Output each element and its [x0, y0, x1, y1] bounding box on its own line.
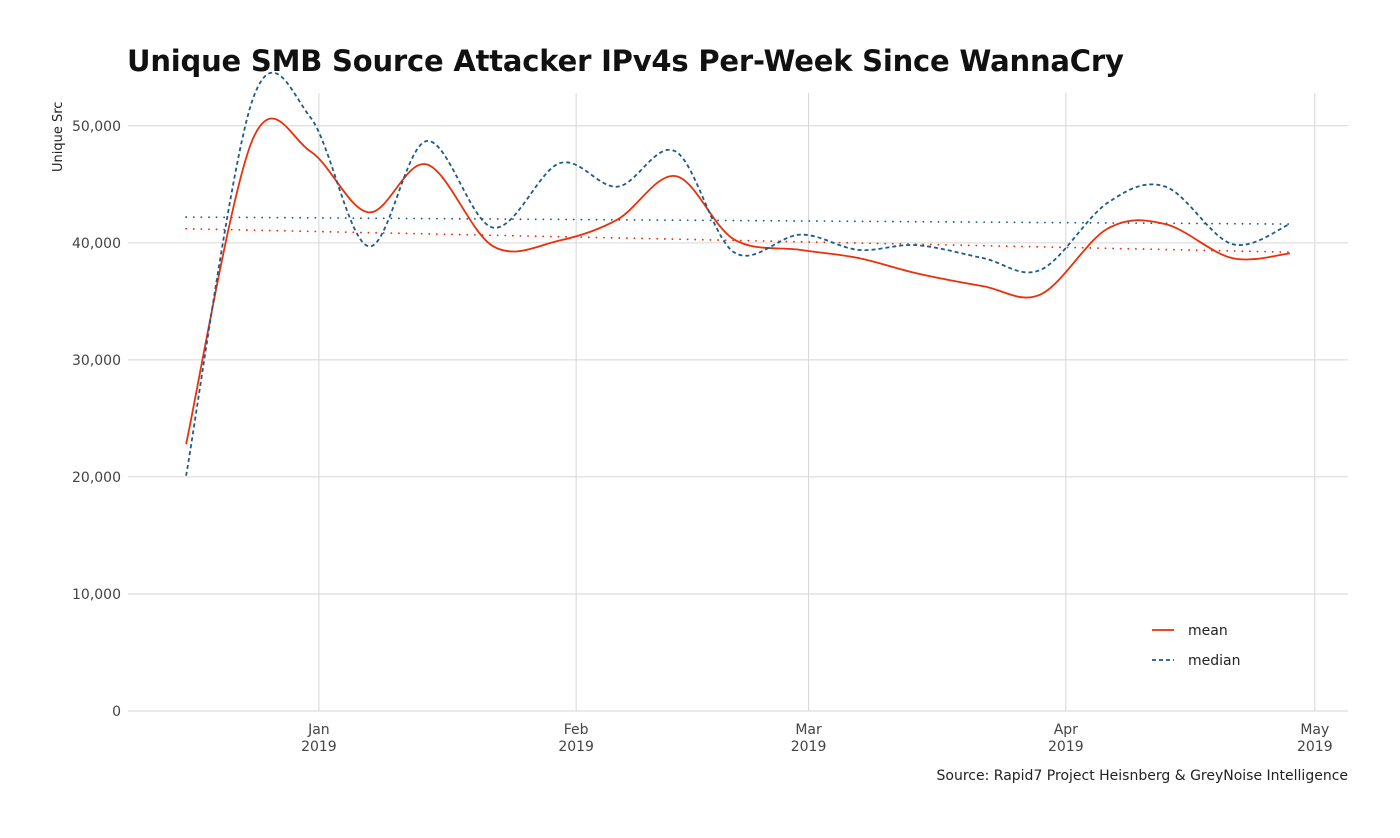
x-tick-sublabel: 2019	[791, 739, 827, 755]
y-tick-label: 30,000	[72, 353, 121, 369]
grid	[128, 93, 1348, 712]
y-tick-label: 0	[112, 704, 121, 720]
y-tick-label: 10,000	[72, 587, 121, 603]
series-line-mean	[185, 117, 1290, 445]
legend: mean median	[1152, 623, 1240, 669]
x-tick-label: Mar	[795, 722, 822, 738]
x-tick-label: May	[1300, 722, 1329, 738]
y-axis-label: Unique Src	[51, 102, 66, 172]
axes: 010,00020,00030,00040,00050,000Jan2019Fe…	[72, 119, 1333, 755]
trend-line-median	[185, 216, 1291, 225]
chart-caption: Source: Rapid7 Project Heisnberg & GreyN…	[936, 768, 1348, 784]
legend-label-median: median	[1188, 653, 1240, 669]
trend-line-mean	[185, 227, 1291, 254]
chart-title: Unique SMB Source Attacker IPv4s Per-Wee…	[127, 44, 1124, 78]
series-line-median	[185, 71, 1291, 476]
x-tick-label: Apr	[1054, 722, 1078, 738]
x-tick-sublabel: 2019	[1048, 739, 1084, 755]
x-tick-sublabel: 2019	[1297, 739, 1333, 755]
x-tick-sublabel: 2019	[558, 739, 594, 755]
y-tick-label: 50,000	[72, 119, 121, 135]
x-tick-label: Jan	[307, 722, 330, 738]
legend-label-mean: mean	[1188, 623, 1228, 639]
x-tick-label: Feb	[564, 722, 589, 738]
y-tick-label: 20,000	[72, 470, 121, 486]
x-tick-sublabel: 2019	[301, 739, 337, 755]
y-tick-label: 40,000	[72, 236, 121, 252]
series-lines	[185, 71, 1291, 476]
trend-lines	[185, 216, 1291, 254]
